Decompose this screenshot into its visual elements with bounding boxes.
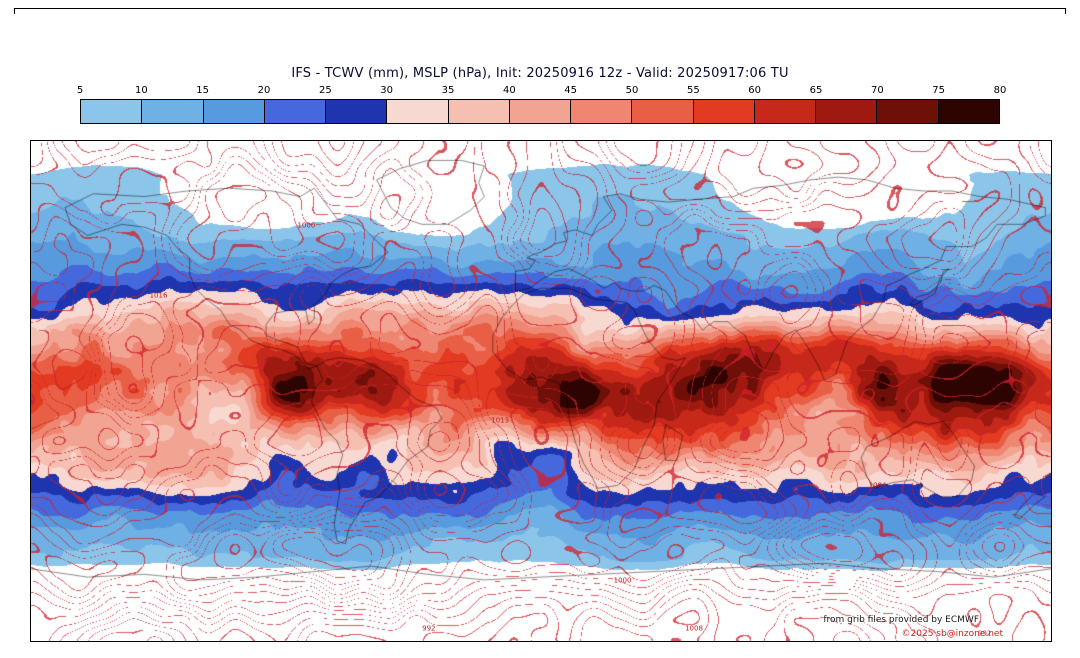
colorbar-segment (387, 100, 449, 123)
colorbar-segment (938, 100, 999, 123)
colorbar-tick-label: 65 (809, 85, 823, 96)
colorbar-segment (264, 100, 327, 123)
chart-title: IFS - TCWV (mm), MSLP (hPa), Init: 20250… (291, 66, 789, 81)
colorbar-tick-label: 80 (993, 85, 1007, 96)
credit-copyright: ©2025 sb@inzone.net (901, 629, 1003, 639)
colorbar-segment (877, 100, 939, 123)
colorbar-tick-label: 15 (196, 85, 210, 96)
colorbar-tick-label: 25 (318, 85, 332, 96)
colorbar-tick-label: 50 (625, 85, 639, 96)
colorbar-segment (754, 100, 817, 123)
colorbar-segment (509, 100, 572, 123)
colorbar-tick-label: 55 (686, 85, 700, 96)
colorbar-segment (632, 100, 694, 123)
colorbar-tick-label: 70 (870, 85, 884, 96)
colorbar-segment (203, 100, 265, 123)
colorbar-tick-label: 20 (257, 85, 271, 96)
colorbar-tick-label: 60 (748, 85, 762, 96)
world-map: 1000 1016 1013 1004 1000 992 1008 992 from grib… (30, 140, 1052, 642)
colorbar-tick-label: 40 (502, 85, 516, 96)
colorbar-segment (448, 100, 510, 123)
figure-top-border (14, 8, 1066, 14)
colorbar-tick-labels: 5 10 15 20 25 30 35 40 45 50 55 60 65 70 75 80 (76, 85, 1007, 97)
world-map-canvas (31, 141, 1051, 641)
colorbar (80, 99, 1000, 124)
colorbar-tick-label: 35 (441, 85, 455, 96)
colorbar-tick-label: 45 (564, 85, 578, 96)
colorbar-segment (142, 100, 204, 123)
colorbar-segment (81, 100, 143, 123)
colorbar-tick-label: 5 (76, 85, 84, 96)
colorbar-tick-label: 75 (932, 85, 946, 96)
colorbar-segment (816, 100, 878, 123)
colorbar-segment (326, 100, 388, 123)
colorbar-segment (571, 100, 633, 123)
colorbar-tick-label: 30 (380, 85, 394, 96)
colorbar-tick-label: 10 (134, 85, 148, 96)
credit-ecmwf: from grib files provided by ECMWF (823, 615, 979, 625)
colorbar-segment (693, 100, 755, 123)
